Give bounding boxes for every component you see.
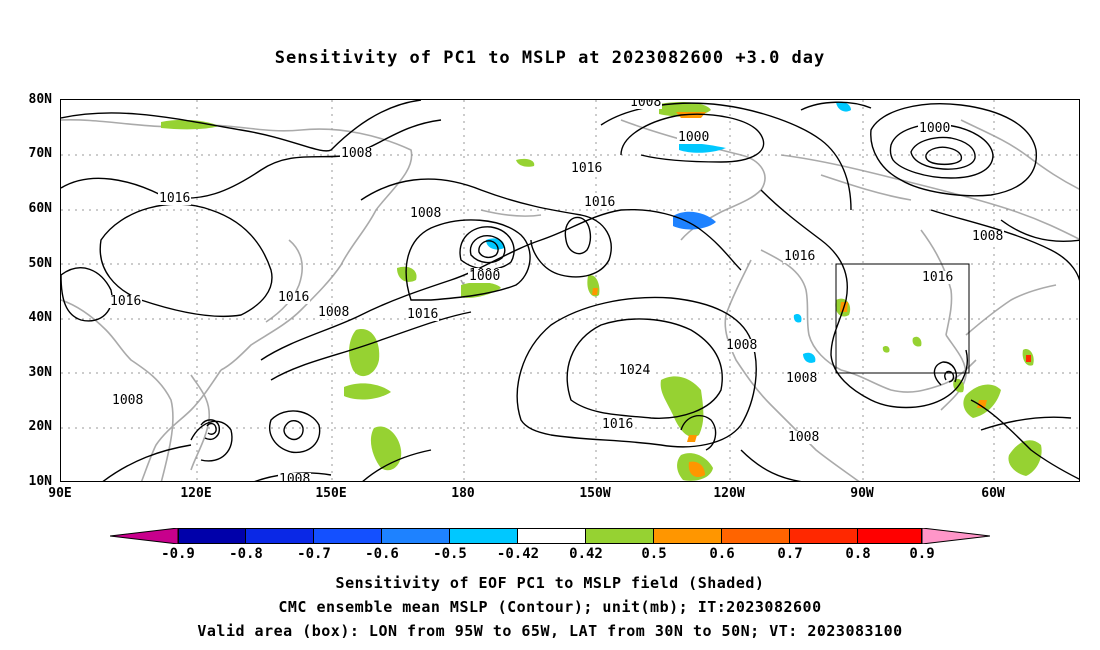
colorbar-label: -0.7 — [297, 546, 331, 562]
contour-label: 1016 — [601, 417, 635, 432]
contour-label: 1016 — [277, 290, 311, 305]
contour-label: 1016 — [158, 191, 192, 206]
colorbar-label: 0.42 — [569, 546, 603, 562]
contour-label: 1000 — [918, 121, 952, 136]
contour-label: 1008 — [971, 229, 1005, 244]
contour-label: 1008 — [725, 338, 759, 353]
map-panel: 1008 1000 1016 1000 1008 1016 1016 1000 … — [60, 99, 1080, 482]
colorbar-label: 0.5 — [641, 546, 667, 562]
colorbar-swatch — [586, 528, 654, 544]
lat-label-80n: 80N — [28, 92, 52, 107]
colorbar-label: 0.8 — [845, 546, 871, 562]
caption-validity: Valid area (box): LON from 95W to 65W, L… — [197, 622, 903, 640]
lat-label-20n: 20N — [28, 419, 52, 434]
lon-label-150w: 150W — [579, 486, 611, 501]
colorbar-label: -0.5 — [433, 546, 467, 562]
contour-label: 1008 — [787, 430, 821, 445]
contour-label: 1016 — [583, 195, 617, 210]
colorbar-swatch — [790, 528, 858, 544]
contour-label: 1024 — [618, 363, 652, 378]
contour-label: 1000 — [468, 269, 502, 284]
colorbar-label: 0.6 — [709, 546, 735, 562]
valid-area-box — [835, 263, 970, 374]
colorbar-swatch — [178, 528, 246, 544]
lat-label-10n: 10N — [28, 474, 52, 489]
colorbar-label: -0.9 — [161, 546, 195, 562]
colorbar-swatch — [450, 528, 518, 544]
contour-label: 1000 — [677, 130, 711, 145]
lat-label-70n: 70N — [28, 146, 52, 161]
lat-label-60n: 60N — [28, 201, 52, 216]
colorbar-label: 0.7 — [777, 546, 803, 562]
contour-label: 1008 — [785, 371, 819, 386]
lat-label-40n: 40N — [28, 310, 52, 325]
colorbar — [110, 528, 990, 544]
caption-shaded: Sensitivity of EOF PC1 to MSLP field (Sh… — [335, 574, 765, 592]
contour-label: 1008 — [629, 100, 663, 109]
lon-label-90e: 90E — [48, 486, 72, 501]
colorbar-swatch — [518, 528, 586, 544]
contour-label: 1008 — [340, 146, 374, 161]
contour-label: 1016 — [921, 270, 955, 285]
lon-label-120w: 120W — [713, 486, 745, 501]
colorbar-swatch — [382, 528, 450, 544]
colorbar-label: -0.8 — [229, 546, 263, 562]
lon-label-180: 180 — [451, 486, 475, 501]
lon-label-150e: 150E — [315, 486, 347, 501]
lon-label-90w: 90W — [850, 486, 874, 501]
contour-label: 1016 — [570, 161, 604, 176]
colorbar-swatch — [654, 528, 722, 544]
colorbar-label: 0.9 — [909, 546, 935, 562]
map-canvas — [61, 100, 1079, 481]
colorbar-swatch — [858, 528, 922, 544]
contour-label: 1008 — [409, 206, 443, 221]
colorbar-swatch — [246, 528, 314, 544]
colorbar-swatch — [722, 528, 790, 544]
caption-contour: CMC ensemble mean MSLP (Contour); unit(m… — [278, 598, 822, 616]
contour-label: 1008 — [111, 393, 145, 408]
colorbar-swatch — [314, 528, 382, 544]
contour-label: 1016 — [406, 307, 440, 322]
lat-label-50n: 50N — [28, 256, 52, 271]
lat-label-30n: 30N — [28, 365, 52, 380]
colorbar-label: -0.42 — [496, 546, 540, 562]
mslp-contours — [61, 100, 1079, 481]
contour-label: 1008 — [278, 473, 312, 481]
map-title: Sensitivity of PC1 to MSLP at 2023082600… — [274, 48, 826, 68]
contour-label: 1016 — [109, 294, 143, 309]
contour-label: 1008 — [317, 305, 351, 320]
colorbar-label: -0.6 — [365, 546, 399, 562]
lon-label-60w: 60W — [981, 486, 1005, 501]
lon-label-120e: 120E — [180, 486, 212, 501]
contour-label: 1016 — [783, 249, 817, 264]
